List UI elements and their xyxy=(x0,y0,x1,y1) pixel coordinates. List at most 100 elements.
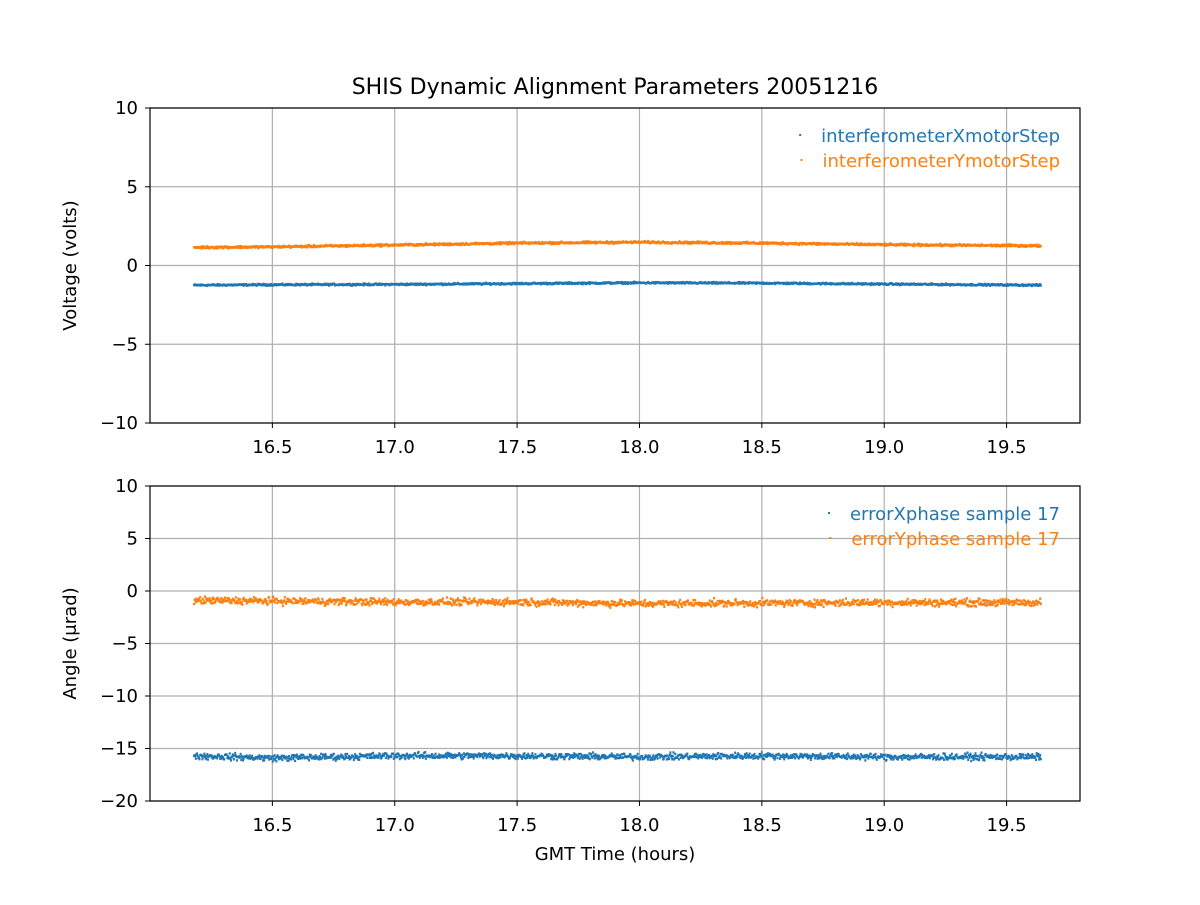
data-point xyxy=(970,760,972,762)
data-point xyxy=(999,758,1001,760)
data-point xyxy=(974,752,976,754)
data-point xyxy=(342,597,344,599)
data-point xyxy=(268,596,270,598)
data-point xyxy=(207,758,209,760)
data-point xyxy=(501,603,503,605)
data-point xyxy=(303,602,305,604)
data-point xyxy=(363,600,365,602)
data-point xyxy=(300,754,302,756)
data-point xyxy=(589,758,591,760)
data-point xyxy=(438,603,440,605)
data-point xyxy=(199,596,201,598)
data-point xyxy=(847,752,849,754)
data-point xyxy=(623,753,625,755)
data-point xyxy=(403,601,405,603)
data-point xyxy=(479,598,481,600)
data-point xyxy=(456,604,458,606)
data-point xyxy=(245,599,247,601)
data-point xyxy=(560,753,562,755)
data-point xyxy=(360,598,362,600)
data-point xyxy=(741,755,743,757)
data-point xyxy=(234,752,236,754)
data-point xyxy=(1037,753,1039,755)
data-point xyxy=(585,604,587,606)
data-point xyxy=(266,600,268,602)
data-point xyxy=(621,753,623,755)
data-point xyxy=(983,756,985,758)
data-point xyxy=(468,753,470,755)
data-point xyxy=(301,757,303,759)
data-point xyxy=(632,759,634,761)
data-point xyxy=(458,599,460,601)
data-point xyxy=(783,758,785,760)
data-point xyxy=(976,758,978,760)
data-point xyxy=(457,597,459,599)
data-point xyxy=(507,597,509,599)
data-point xyxy=(481,753,483,755)
data-point xyxy=(271,600,273,602)
data-point xyxy=(458,602,460,604)
data-point xyxy=(425,758,427,760)
data-point xyxy=(223,600,225,602)
data-point xyxy=(534,753,536,755)
data-point xyxy=(396,756,398,758)
data-point xyxy=(954,758,956,760)
data-point xyxy=(773,755,775,757)
data-point xyxy=(218,755,220,757)
data-point xyxy=(598,755,600,757)
data-point xyxy=(669,751,671,753)
data-point xyxy=(964,755,966,757)
data-point xyxy=(495,599,497,601)
data-point xyxy=(968,757,970,759)
data-point xyxy=(517,602,519,604)
data-point xyxy=(936,758,938,760)
data-point xyxy=(1039,754,1041,756)
data-point xyxy=(292,602,294,604)
data-point xyxy=(482,757,484,759)
data-point xyxy=(267,602,269,604)
data-point xyxy=(431,753,433,755)
data-point xyxy=(263,759,265,761)
data-point xyxy=(596,754,598,756)
data-point xyxy=(966,756,968,758)
data-point xyxy=(424,751,426,753)
data-point xyxy=(378,756,380,758)
data-point xyxy=(752,757,754,759)
data-point xyxy=(566,600,568,602)
data-point xyxy=(995,758,997,760)
data-point xyxy=(672,751,674,753)
data-point xyxy=(337,599,339,601)
data-point xyxy=(235,596,237,598)
data-point xyxy=(830,755,832,757)
data-point xyxy=(275,760,277,762)
data-point xyxy=(965,753,967,755)
data-point xyxy=(777,757,779,759)
data-point xyxy=(358,759,360,761)
data-point xyxy=(554,604,556,606)
data-point xyxy=(555,755,557,757)
data-point xyxy=(593,604,595,606)
data-point xyxy=(200,600,202,602)
data-point xyxy=(491,754,493,756)
data-point xyxy=(978,759,980,761)
data-point xyxy=(237,602,239,604)
data-point xyxy=(736,756,738,758)
data-point xyxy=(609,606,611,608)
data-point xyxy=(611,752,613,754)
data-point xyxy=(572,757,574,759)
data-point xyxy=(403,754,405,756)
data-point xyxy=(320,753,322,755)
data-point xyxy=(284,596,286,598)
data-point xyxy=(885,759,887,761)
data-point xyxy=(649,755,651,757)
data-point xyxy=(1037,755,1039,757)
data-point xyxy=(531,752,533,754)
data-point xyxy=(970,753,972,755)
data-point xyxy=(369,604,371,606)
data-point xyxy=(355,597,357,599)
data-point xyxy=(315,599,317,601)
data-point xyxy=(929,757,931,759)
data-point xyxy=(199,758,201,760)
data-point xyxy=(907,758,909,760)
data-point xyxy=(531,597,533,599)
